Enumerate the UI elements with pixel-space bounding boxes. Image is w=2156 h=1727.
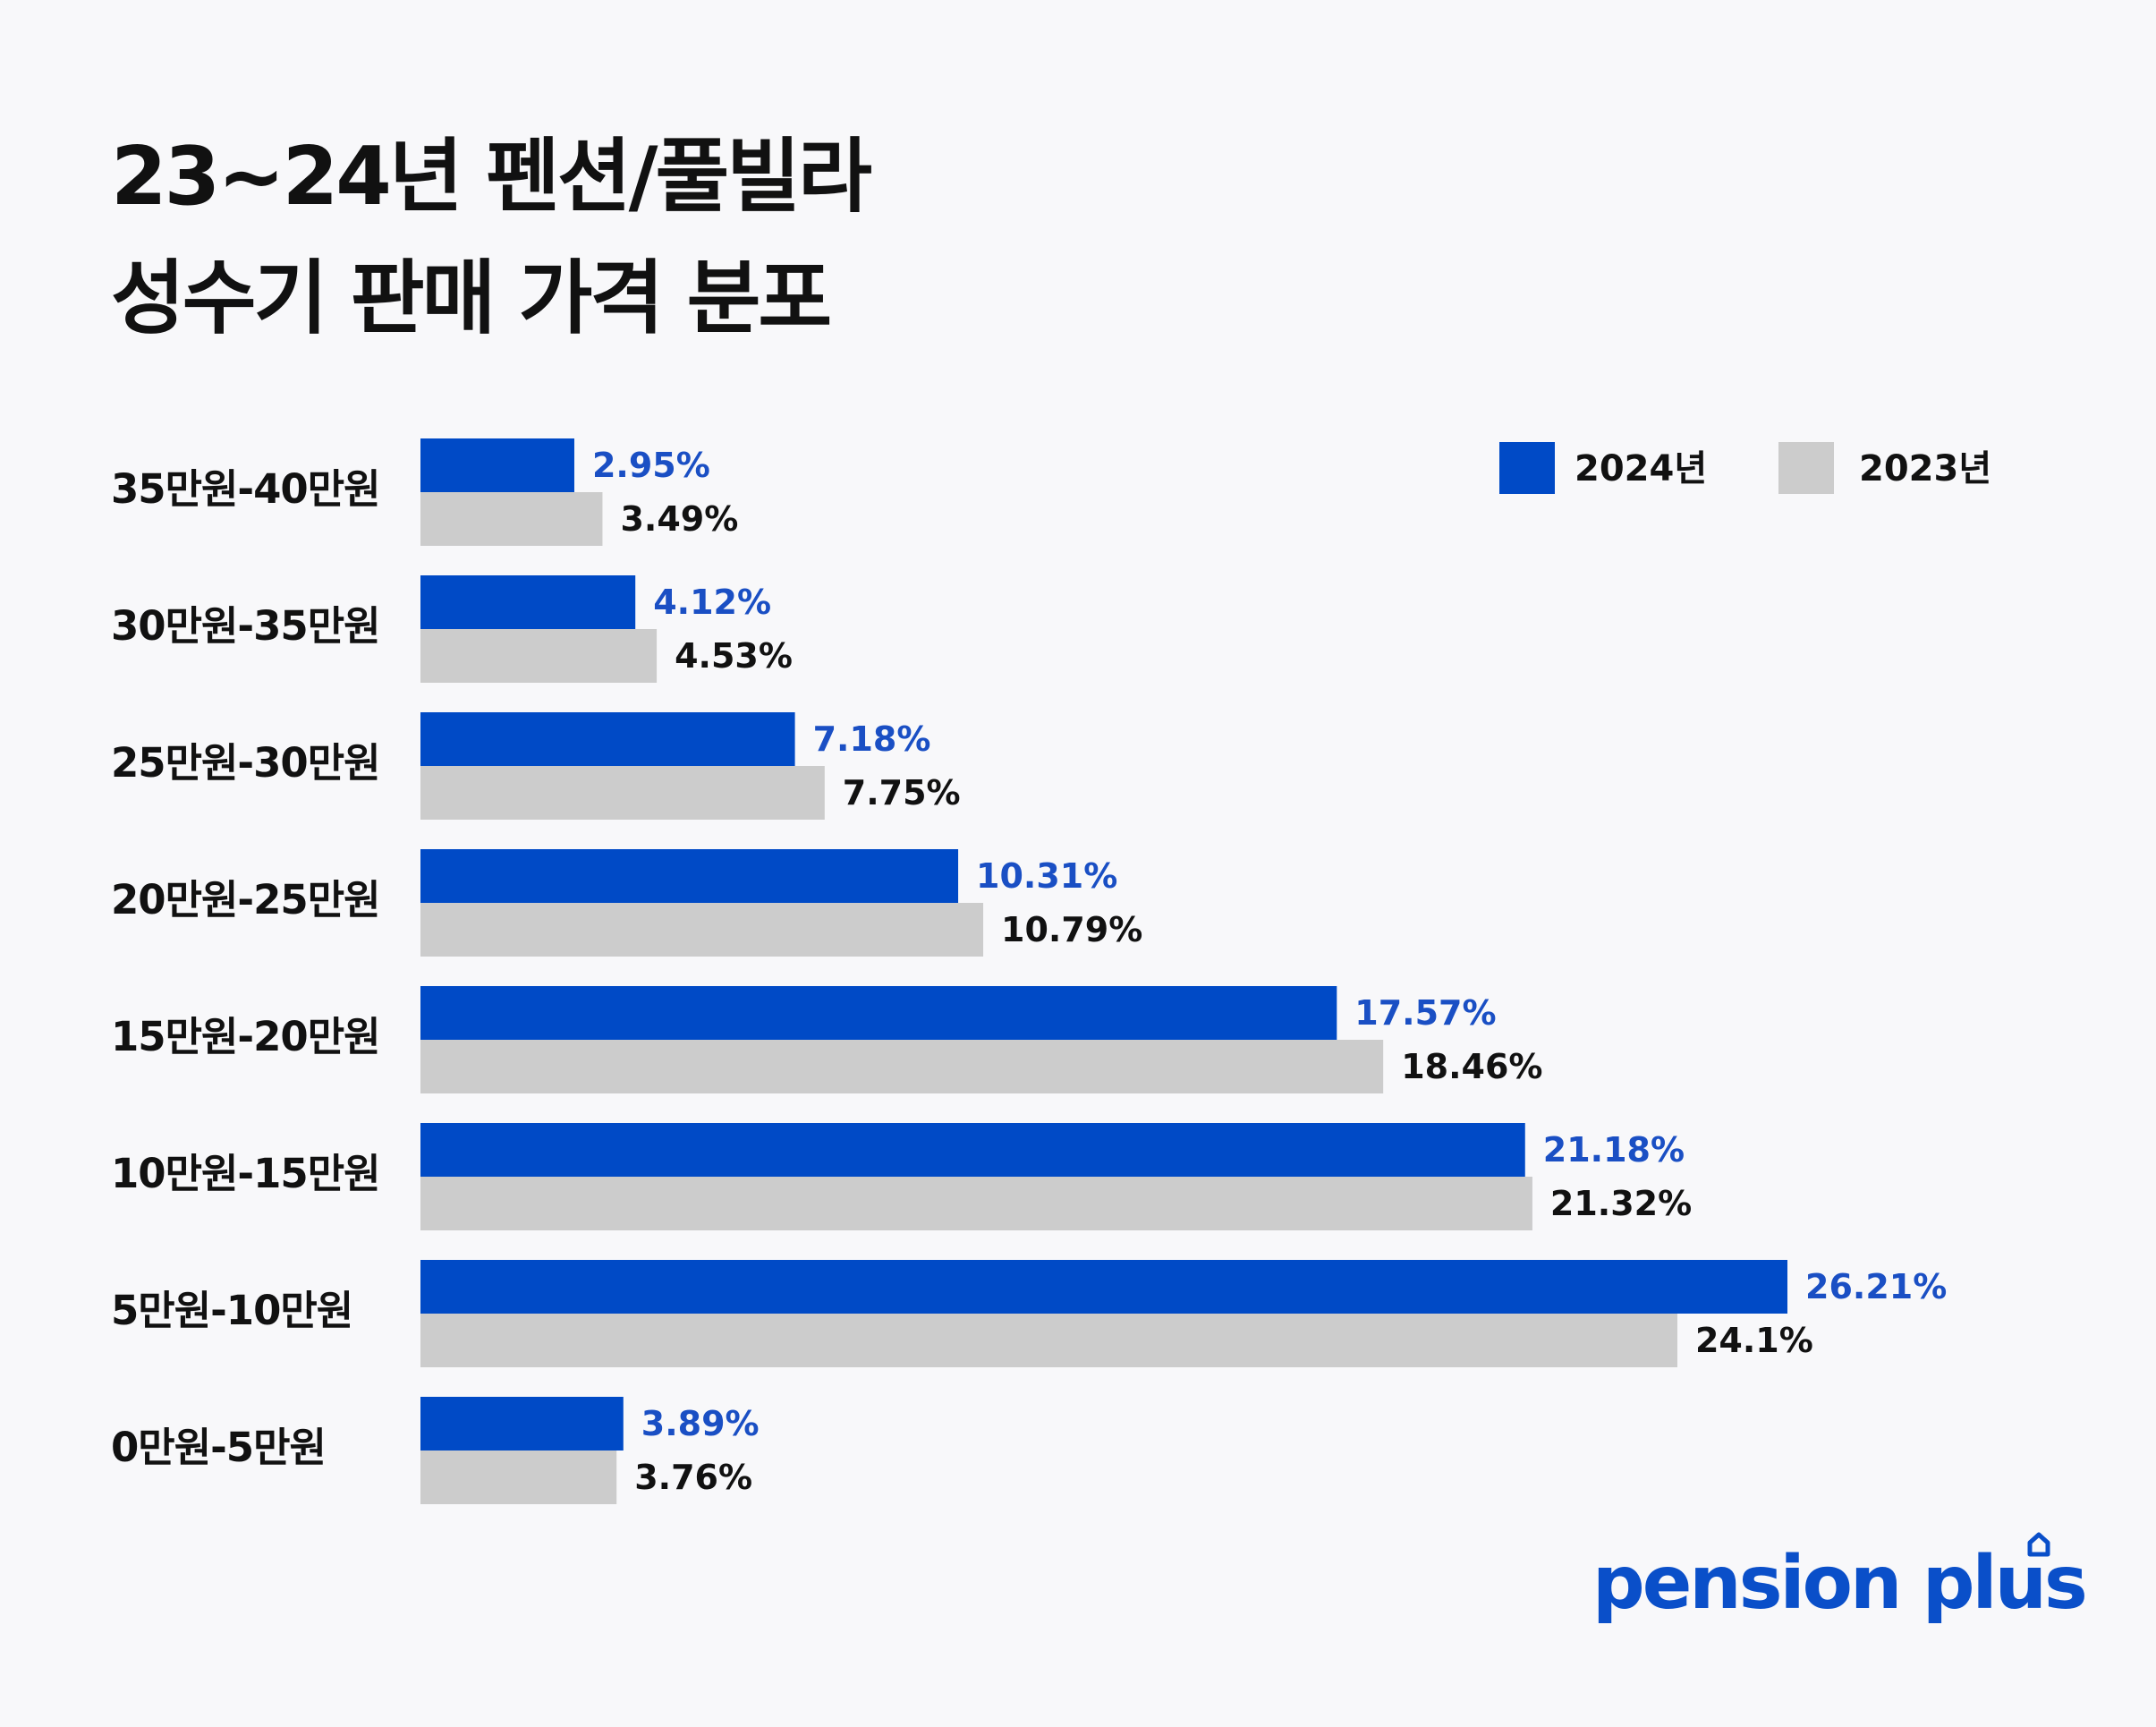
data-label-2023-2: 7.75% [843, 773, 961, 812]
bar-2023-2 [420, 766, 825, 820]
bar-2023-1 [420, 629, 658, 683]
data-label-2024-2: 7.18% [813, 719, 931, 759]
bar-2023-3 [420, 903, 984, 957]
legend-swatch-2024 [1499, 442, 1555, 494]
category-label-0: 35만원-40만원 [111, 465, 380, 513]
bar-2023-7 [420, 1451, 617, 1504]
category-label-3: 20만원-25만원 [111, 876, 380, 923]
category-label-1: 30만원-35만원 [111, 602, 380, 650]
data-label-2024-6: 26.21% [1805, 1267, 1947, 1306]
category-label-2: 25만원-30만원 [111, 739, 380, 787]
legend-label-2023: 2023년 [1859, 448, 1991, 489]
bar-2023-4 [420, 1040, 1384, 1093]
brand-logo: pension plus [1592, 1532, 2088, 1639]
data-label-2023-5: 21.32% [1550, 1184, 1692, 1223]
bar-2024-2 [420, 712, 795, 766]
data-label-2023-3: 10.79% [1001, 910, 1142, 949]
data-label-2024-7: 3.89% [641, 1404, 760, 1443]
legend-label-2024: 2024년 [1575, 448, 1707, 489]
bar-2024-6 [420, 1260, 1787, 1314]
bar-2024-0 [420, 438, 574, 492]
bar-2024-5 [420, 1123, 1525, 1177]
bar-2024-7 [420, 1397, 624, 1451]
data-label-2024-1: 4.12% [653, 583, 771, 622]
data-label-2023-6: 24.1% [1695, 1321, 1813, 1360]
chart-title-line-2: 성수기 판매 가격 분포 [111, 251, 832, 345]
category-label-6: 5만원-10만원 [111, 1287, 352, 1334]
brand-name: pension plus [1592, 1541, 2088, 1626]
house-icon [2027, 1532, 2050, 1557]
category-label-5: 10만원-15만원 [111, 1150, 380, 1197]
data-label-2023-0: 3.49% [620, 499, 738, 539]
chart-title-line-1: 23~24년 펜션/풀빌라 [111, 130, 872, 224]
bar-2024-4 [420, 986, 1337, 1040]
bar-2024-3 [420, 849, 959, 903]
chart-title: 23~24년 펜션/풀빌라 성수기 판매 가격 분포 [111, 116, 872, 360]
data-label-2024-0: 2.95% [592, 446, 710, 485]
data-label-2023-4: 18.46% [1401, 1047, 1542, 1086]
legend-swatch-2023 [1778, 442, 1834, 494]
data-label-2023-1: 4.53% [675, 636, 793, 676]
bar-2023-0 [420, 492, 603, 546]
data-label-2024-5: 21.18% [1543, 1130, 1685, 1170]
category-label-4: 15만원-20만원 [111, 1013, 380, 1060]
bar-2024-1 [420, 575, 636, 629]
bar-2023-5 [420, 1177, 1532, 1230]
data-label-2024-4: 17.57% [1354, 993, 1496, 1033]
category-label-7: 0만원-5만원 [111, 1424, 326, 1471]
data-label-2023-7: 3.76% [634, 1458, 752, 1497]
data-label-2024-3: 10.31% [976, 856, 1117, 896]
bar-2023-6 [420, 1314, 1677, 1367]
